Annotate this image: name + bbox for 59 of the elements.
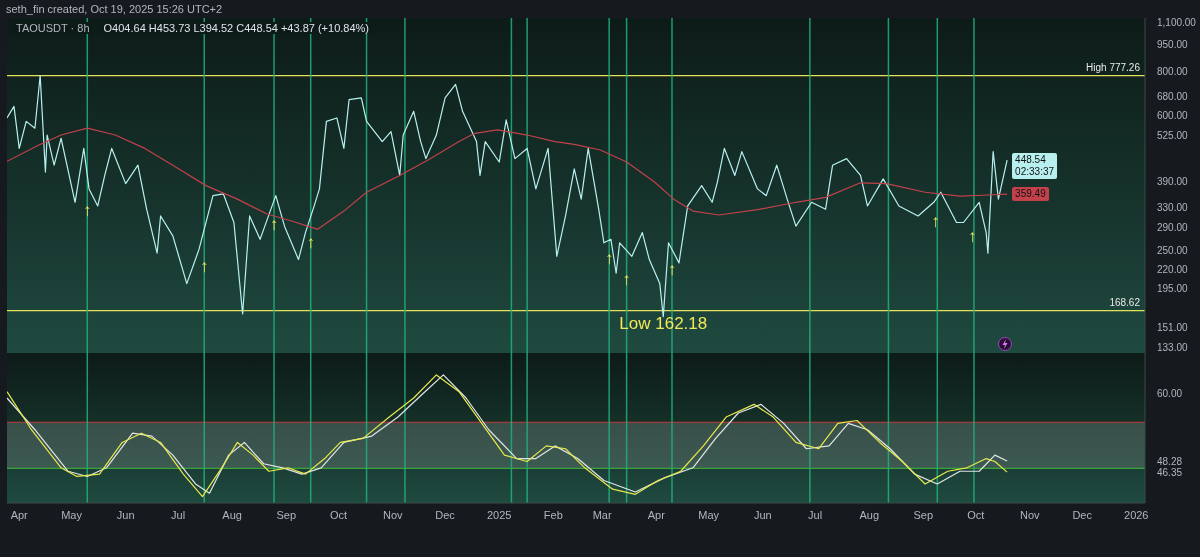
y-tick-label: 525.00: [1157, 130, 1189, 142]
data-label: 448.54: [1015, 154, 1047, 167]
x-tick-label: Oct: [330, 508, 348, 521]
x-tick-label: Nov: [382, 508, 404, 521]
x-tick-label: Dec: [1072, 508, 1093, 521]
y-tick-label: 800.00: [1157, 65, 1189, 77]
x-tick-label: Feb: [543, 508, 563, 521]
x-tick-label: Mar: [592, 508, 612, 521]
x-tick-label: Jun: [753, 508, 772, 521]
x-tick-label: 2026: [1124, 508, 1149, 521]
annotation: ↑: [199, 256, 209, 276]
y-tick-label: 195.00: [1157, 282, 1189, 294]
y-tick-label: 290.00: [1157, 221, 1189, 233]
x-tick-label: Apr: [10, 508, 29, 521]
annotation: ↑: [622, 269, 631, 289]
annotation: ↑: [931, 211, 940, 231]
x-tick-label: Aug: [859, 508, 880, 521]
y-tick-label: 680.00: [1157, 90, 1189, 102]
annotation: ↑: [967, 227, 977, 247]
y-tick-label: 330.00: [1157, 201, 1189, 213]
annotation: Low 162.18: [619, 313, 708, 333]
y-tick-label: 151.00: [1157, 322, 1189, 334]
ref-line-label: 168.62: [1109, 296, 1141, 308]
y-tick-label: 950.00: [1157, 39, 1189, 51]
annotation: ↑: [83, 201, 92, 221]
x-tick-label: Aug: [222, 508, 242, 521]
chart-title: TAOUSDT · 8h: [13, 22, 93, 34]
y-tick-label: 46.35: [1157, 466, 1183, 478]
data-label: 359.49: [1015, 188, 1046, 201]
annotation: ↑: [667, 259, 677, 279]
x-tick-label: Sep: [276, 508, 297, 521]
y-tick-label: 390.00: [1157, 176, 1189, 188]
x-tick-label: Sep: [913, 508, 934, 521]
ref-line-label: High 777.26: [1086, 61, 1141, 73]
y-tick-label: 250.00: [1157, 244, 1189, 256]
y-tick-label: 60.00: [1157, 387, 1183, 399]
x-tick-label: May: [698, 508, 720, 521]
line-series: [7, 74, 1008, 318]
x-tick-label: 2025: [486, 508, 512, 521]
x-tick-label: Dec: [435, 508, 456, 521]
y-tick-label: 600.00: [1157, 109, 1189, 121]
x-tick-label: Oct: [967, 508, 985, 521]
x-tick-label: Nov: [1020, 508, 1041, 521]
x-tick-label: May: [61, 508, 83, 521]
annotation: ↑: [269, 215, 279, 235]
y-tick-label: 220.00: [1157, 264, 1189, 276]
y-tick-label: 48.28: [1157, 455, 1183, 467]
annotation: ↑: [604, 248, 614, 268]
y-tick-label: 133.00: [1157, 341, 1189, 353]
x-tick-label: Jul: [808, 508, 823, 521]
x-tick-label: Jun: [116, 508, 135, 521]
annotation: 02:33:37: [1015, 166, 1055, 179]
chart-subtitle: O404.64 H453.73 L394.52 C448.54 +43.87 (+10.84%): [100, 22, 372, 34]
line-series: [7, 127, 1008, 230]
text: seth_fin created, Oct 19, 2025 15:26 UTC+2: [5, 2, 224, 17]
annotation: ↑: [306, 232, 315, 252]
x-tick-label: Apr: [647, 508, 666, 521]
y-tick-label: 1,100.00: [1157, 16, 1197, 28]
x-tick-label: Jul: [171, 508, 186, 521]
